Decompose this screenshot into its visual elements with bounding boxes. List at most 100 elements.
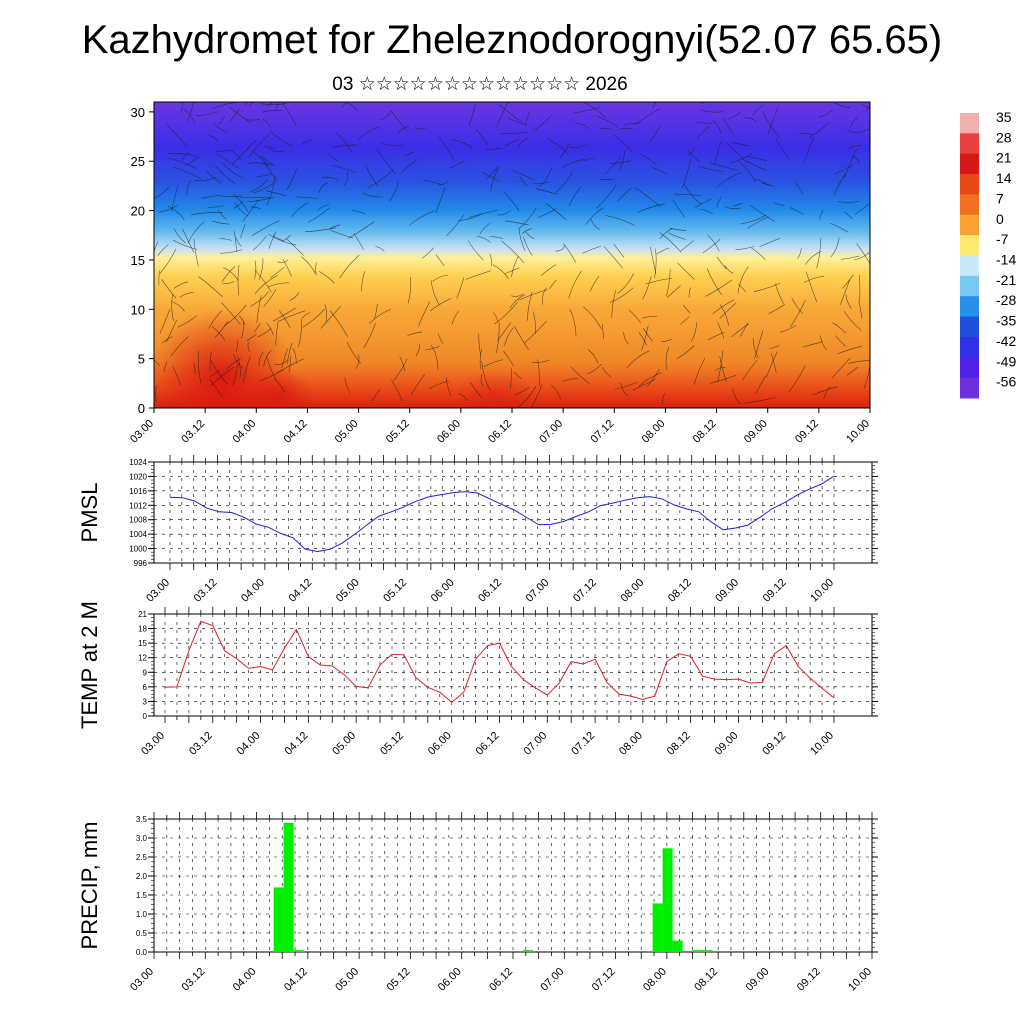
wind-streamline — [389, 181, 399, 202]
wind-streamline — [638, 332, 647, 346]
wind-streamline — [170, 336, 189, 357]
wind-streamline — [159, 248, 177, 274]
wind-streamline — [195, 111, 218, 117]
wind-streamline — [435, 187, 446, 214]
colorbar-swatch — [960, 377, 979, 399]
wind-streamline — [789, 207, 804, 215]
wind-streamline — [218, 115, 226, 125]
wind-streamline — [438, 181, 449, 186]
wind-streamline — [211, 326, 226, 341]
wind-streamline — [210, 360, 228, 385]
wind-streamline — [569, 144, 586, 148]
x-tick-label: 09.00 — [713, 730, 741, 758]
wind-streamline — [854, 252, 870, 261]
wind-streamline — [832, 322, 846, 334]
wind-streamline — [230, 150, 242, 161]
colorbar-swatch — [960, 296, 979, 318]
y-tick-label: 1004 — [129, 530, 147, 539]
wind-streamline — [254, 275, 278, 294]
cross-x-tick-label: 05.12 — [384, 418, 412, 446]
wind-streamline — [513, 371, 522, 380]
wind-streamline — [583, 102, 607, 119]
wind-streamline — [539, 167, 552, 187]
wind-streamline — [275, 322, 279, 346]
wind-streamline — [546, 138, 570, 155]
colorbar-label: -7 — [996, 231, 1009, 247]
wind-streamline — [511, 169, 535, 181]
wind-streamline — [482, 172, 500, 183]
wind-streamline — [418, 301, 431, 327]
wind-streamline — [545, 202, 567, 221]
wind-streamline — [817, 110, 833, 118]
wind-streamline — [262, 110, 283, 113]
wind-streamline — [423, 180, 442, 185]
wind-streamline — [752, 338, 759, 359]
wind-streamline — [677, 262, 695, 280]
wind-streamline — [167, 205, 185, 221]
wind-streamline — [465, 270, 491, 280]
x-tick-label: 09.12 — [795, 966, 823, 994]
wind-streamline — [823, 386, 831, 399]
x-tick-label: 04.12 — [282, 966, 310, 994]
wind-streamline — [374, 303, 378, 319]
wind-streamline — [268, 233, 297, 246]
wind-streamline — [742, 359, 758, 381]
wind-streamline — [212, 220, 230, 225]
colorbar-label: 0 — [996, 211, 1004, 227]
wind-streamline — [329, 310, 348, 337]
wind-streamline — [483, 359, 504, 368]
wind-streamline — [791, 297, 803, 314]
wind-streamline — [253, 151, 268, 166]
wind-streamline — [221, 302, 241, 325]
wind-streamline — [432, 274, 448, 282]
wind-streamline — [525, 231, 535, 239]
wind-streamline — [868, 168, 870, 170]
wind-streamline — [514, 387, 530, 396]
wind-streamline — [375, 246, 385, 252]
wind-streamline — [865, 103, 870, 112]
wind-streamline — [223, 267, 239, 281]
wind-streamline — [716, 256, 727, 270]
colorbar-swatch — [960, 316, 979, 338]
wind-streamline — [376, 148, 396, 174]
wind-streamline — [355, 354, 360, 369]
wind-streamline — [834, 102, 851, 108]
wind-streamline — [762, 111, 780, 138]
wind-streamline — [695, 198, 712, 208]
wind-streamline — [724, 206, 741, 209]
wind-streamline — [295, 196, 319, 199]
wind-streamline — [234, 200, 244, 209]
wind-streamline — [346, 102, 358, 112]
wind-streamline — [656, 247, 670, 255]
wind-streamline — [691, 322, 697, 342]
wind-streamline — [172, 166, 202, 180]
wind-streamline — [233, 354, 243, 369]
wind-streamline — [504, 327, 514, 346]
wind-streamline — [775, 138, 789, 160]
wind-streamline — [583, 306, 602, 330]
wind-streamline — [452, 139, 473, 149]
x-tick-label: 06.00 — [429, 577, 457, 605]
wind-streamline — [563, 243, 576, 263]
wind-streamline — [185, 156, 200, 167]
wind-streamline — [268, 231, 277, 249]
wind-streamline — [221, 162, 244, 179]
wind-streamline — [696, 122, 713, 125]
wind-streamline — [390, 110, 408, 132]
wind-streamline — [739, 322, 749, 337]
y-tick-label: 2.5 — [136, 853, 148, 862]
wind-streamline — [246, 333, 257, 341]
wind-streamline — [683, 183, 702, 205]
precip-bar — [273, 887, 284, 952]
wind-streamline — [344, 377, 351, 394]
precip-bar — [293, 950, 304, 952]
wind-streamline — [737, 266, 749, 294]
wind-streamline — [802, 341, 823, 348]
wind-streamline — [706, 268, 722, 295]
wind-streamline — [740, 215, 766, 225]
wind-streamline — [605, 215, 635, 226]
wind-streamline — [250, 291, 269, 307]
wind-streamline — [509, 294, 526, 308]
wind-streamline — [633, 108, 661, 126]
wind-streamline — [698, 165, 724, 172]
